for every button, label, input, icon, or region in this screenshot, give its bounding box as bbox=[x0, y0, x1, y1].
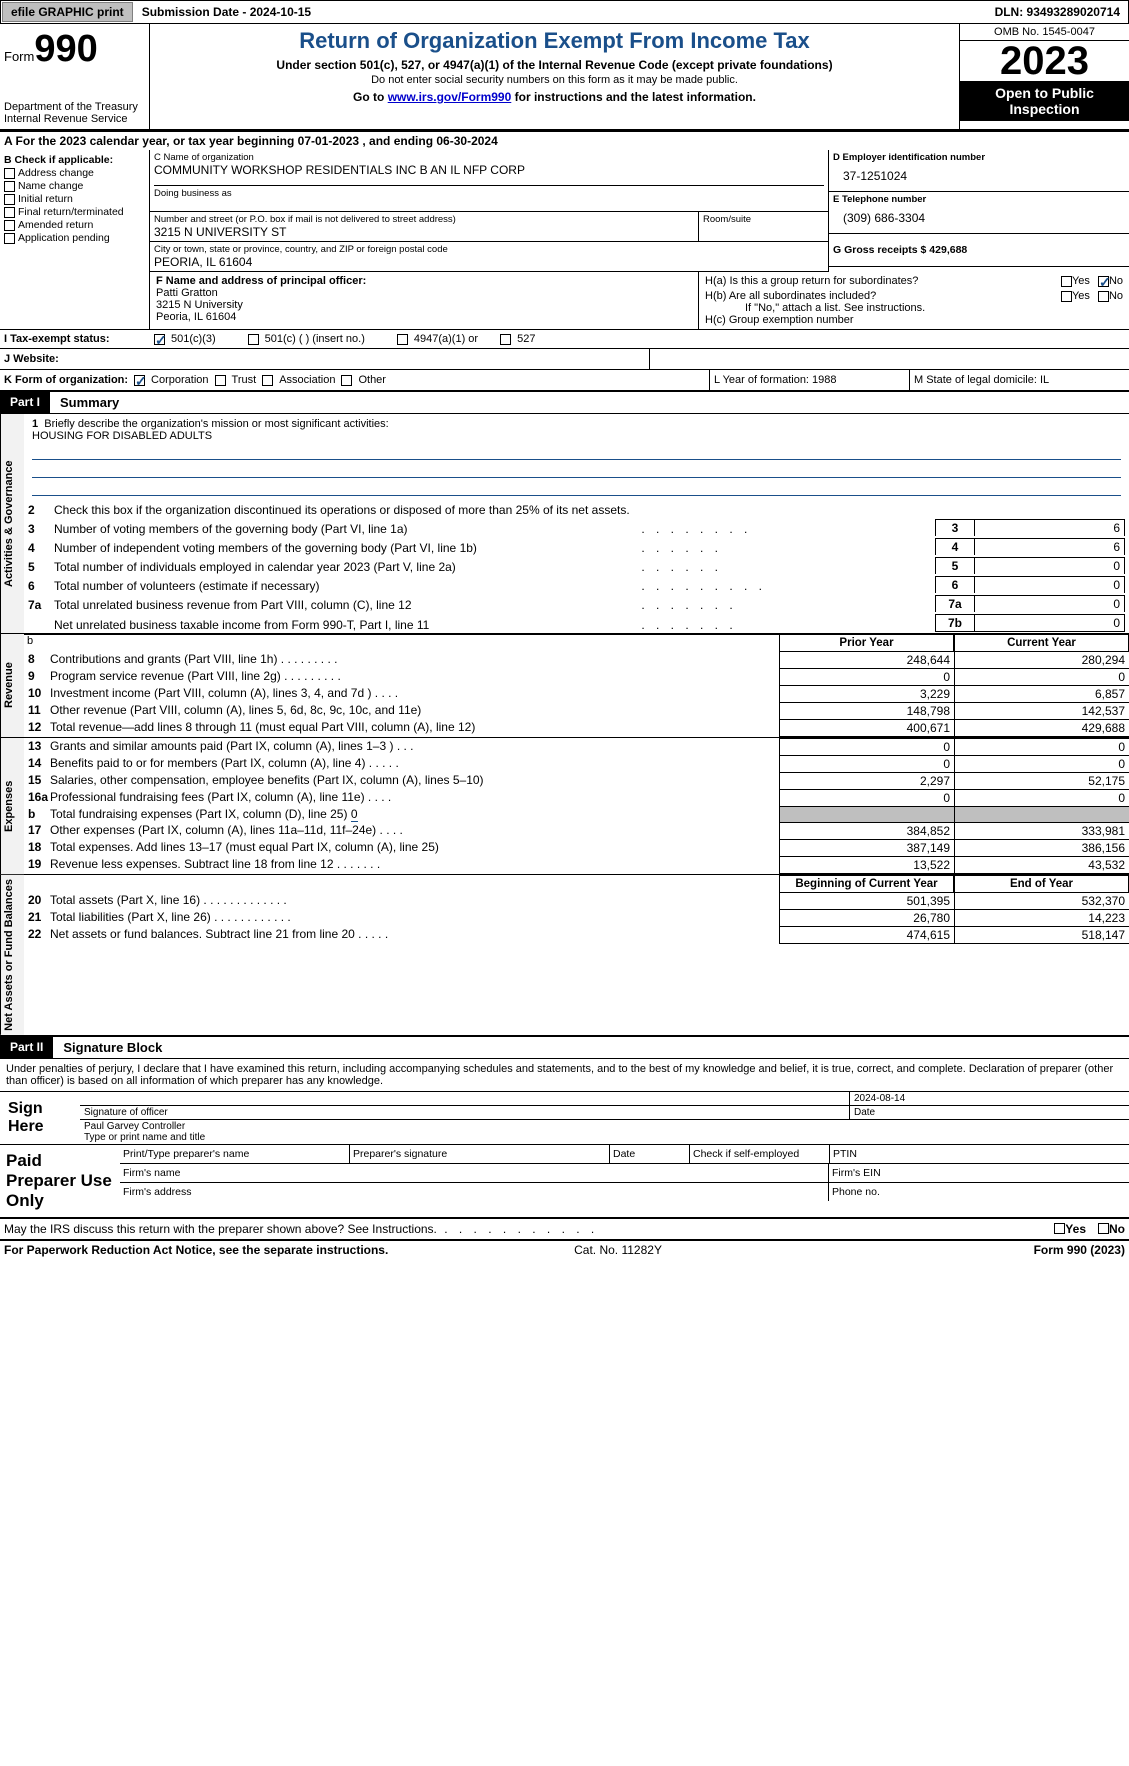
checkbox-name-change[interactable] bbox=[4, 181, 15, 192]
prior-year-hdr: Prior Year bbox=[779, 634, 954, 651]
year-formation: L Year of formation: 1988 bbox=[709, 370, 909, 390]
state-domicile: M State of legal domicile: IL bbox=[909, 370, 1129, 390]
principal-officer: F Name and address of principal officer:… bbox=[150, 272, 699, 329]
room-cell: Room/suite bbox=[699, 212, 829, 242]
form-number: Form990 bbox=[4, 28, 145, 71]
tax-year: 2023 bbox=[960, 41, 1129, 81]
hb-no[interactable] bbox=[1098, 291, 1109, 302]
paid-preparer-block: Paid Preparer Use Only Print/Type prepar… bbox=[0, 1145, 1129, 1219]
box-h: H(a) Is this a group return for subordin… bbox=[699, 272, 1129, 329]
checkbox-amended[interactable] bbox=[4, 220, 15, 231]
form-title: Return of Organization Exempt From Incom… bbox=[154, 28, 955, 54]
top-toolbar: efile GRAPHIC print Submission Date - 20… bbox=[0, 0, 1129, 24]
phone-cell: E Telephone number (309) 686-3304 bbox=[829, 192, 1129, 234]
vert-activities: Activities & Governance bbox=[0, 414, 24, 633]
checkbox-app-pending[interactable] bbox=[4, 233, 15, 244]
cb-4947[interactable] bbox=[397, 334, 408, 345]
form-subtitle-3: Go to www.irs.gov/Form990 for instructio… bbox=[154, 90, 955, 104]
part-ii-header: Part II Signature Block bbox=[0, 1037, 1129, 1059]
perjury-statement: Under penalties of perjury, I declare th… bbox=[0, 1059, 1129, 1092]
address-cell: Number and street (or P.O. box if mail i… bbox=[150, 212, 699, 242]
checkbox-initial-return[interactable] bbox=[4, 194, 15, 205]
form-subtitle-2: Do not enter social security numbers on … bbox=[154, 74, 955, 86]
mission-block: 1 Briefly describe the organization's mi… bbox=[24, 414, 1129, 502]
website-row: J Website: bbox=[0, 349, 1129, 370]
open-to-public: Open to Public Inspection bbox=[960, 81, 1129, 121]
cb-assoc[interactable] bbox=[262, 375, 273, 386]
ein-cell: D Employer identification number 37-1251… bbox=[829, 150, 1129, 192]
checkbox-final-return[interactable] bbox=[4, 207, 15, 218]
cb-trust[interactable] bbox=[215, 375, 226, 386]
city-cell: City or town, state or province, country… bbox=[150, 242, 829, 272]
irs-link[interactable]: www.irs.gov/Form990 bbox=[388, 90, 512, 104]
irs-discuss-row: May the IRS discuss this return with the… bbox=[0, 1219, 1129, 1241]
current-year-hdr: Current Year bbox=[954, 634, 1129, 651]
irs-label: Internal Revenue Service bbox=[4, 113, 145, 125]
boy-hdr: Beginning of Current Year bbox=[779, 875, 954, 892]
discuss-yes[interactable] bbox=[1054, 1223, 1065, 1234]
header-fields: B Check if applicable: Address change Na… bbox=[0, 150, 1129, 272]
cb-501c3[interactable] bbox=[154, 334, 165, 345]
checkbox-address-change[interactable] bbox=[4, 168, 15, 179]
cb-527[interactable] bbox=[500, 334, 511, 345]
page-footer: For Paperwork Reduction Act Notice, see … bbox=[0, 1241, 1129, 1259]
ha-no[interactable] bbox=[1098, 276, 1109, 287]
form-subtitle-1: Under section 501(c), 527, or 4947(a)(1)… bbox=[154, 58, 955, 72]
submission-date: Submission Date - 2024-10-15 bbox=[134, 3, 319, 21]
dln: DLN: 93493289020714 bbox=[987, 3, 1128, 21]
vert-net-assets: Net Assets or Fund Balances bbox=[0, 875, 24, 1035]
section-a: A For the 2023 calendar year, or tax yea… bbox=[0, 131, 1129, 150]
hb-yes[interactable] bbox=[1061, 291, 1072, 302]
vert-expenses: Expenses bbox=[0, 738, 24, 874]
eoy-hdr: End of Year bbox=[954, 875, 1129, 892]
dept-treasury: Department of the Treasury bbox=[4, 101, 145, 113]
gross-receipts: G Gross receipts $ 429,688 bbox=[829, 234, 1129, 267]
tax-exempt-row: I Tax-exempt status: 501(c)(3) 501(c) ( … bbox=[0, 330, 1129, 349]
sign-here-block: Sign Here 2024-08-14 Signature of office… bbox=[0, 1092, 1129, 1145]
efile-print-button[interactable]: efile GRAPHIC print bbox=[2, 2, 133, 22]
row-f-h: F Name and address of principal officer:… bbox=[0, 272, 1129, 330]
discuss-no[interactable] bbox=[1098, 1223, 1109, 1234]
vert-revenue: Revenue bbox=[0, 634, 24, 737]
box-b-header: B Check if applicable: bbox=[4, 154, 145, 166]
ha-yes[interactable] bbox=[1061, 276, 1072, 287]
k-l-m-row: K Form of organization: Corporation Trus… bbox=[0, 370, 1129, 392]
part-i-header: Part I Summary bbox=[0, 392, 1129, 414]
cb-corp[interactable] bbox=[134, 375, 145, 386]
cb-501c[interactable] bbox=[248, 334, 259, 345]
org-name-cell: C Name of organization COMMUNITY WORKSHO… bbox=[150, 150, 829, 212]
form-header: Form990 Department of the Treasury Inter… bbox=[0, 24, 1129, 131]
cb-other[interactable] bbox=[341, 375, 352, 386]
